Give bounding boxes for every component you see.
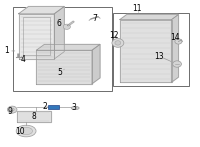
Polygon shape — [17, 111, 51, 122]
Bar — [48, 105, 59, 109]
Bar — [113, 13, 189, 86]
Text: 2: 2 — [42, 102, 47, 111]
Circle shape — [112, 39, 124, 47]
Text: 12: 12 — [110, 31, 119, 40]
Circle shape — [7, 106, 17, 113]
Polygon shape — [19, 6, 64, 14]
Text: 4: 4 — [21, 55, 26, 64]
Polygon shape — [172, 15, 178, 82]
Text: 10: 10 — [15, 127, 24, 136]
Polygon shape — [19, 14, 54, 59]
Text: 3: 3 — [72, 103, 77, 112]
Circle shape — [115, 41, 121, 45]
Text: 13: 13 — [154, 52, 163, 61]
Text: 8: 8 — [31, 112, 36, 121]
Text: 14: 14 — [171, 33, 180, 42]
Ellipse shape — [20, 127, 33, 135]
Text: 9: 9 — [7, 107, 12, 116]
Ellipse shape — [16, 125, 36, 137]
Circle shape — [173, 61, 181, 67]
Polygon shape — [120, 15, 178, 20]
Circle shape — [63, 24, 70, 29]
Bar — [13, 6, 112, 91]
Text: 5: 5 — [58, 67, 63, 77]
Text: 1: 1 — [4, 46, 9, 55]
Text: 7: 7 — [93, 14, 97, 23]
Circle shape — [175, 39, 182, 44]
Polygon shape — [92, 44, 100, 84]
Polygon shape — [67, 21, 74, 26]
Polygon shape — [36, 44, 100, 50]
Polygon shape — [120, 20, 172, 82]
Text: 11: 11 — [132, 4, 141, 13]
Ellipse shape — [71, 106, 79, 110]
Text: 6: 6 — [57, 20, 62, 29]
Polygon shape — [36, 50, 92, 84]
Circle shape — [10, 108, 14, 111]
Polygon shape — [54, 6, 64, 59]
